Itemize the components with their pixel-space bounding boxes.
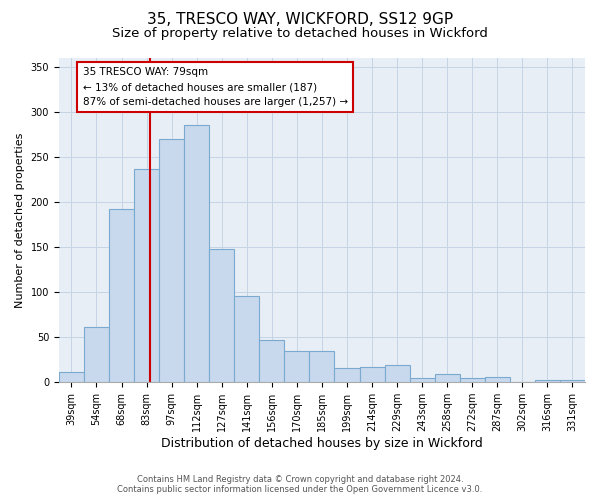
Bar: [560, 380, 585, 382]
Bar: [84, 327, 109, 382]
Bar: [234, 296, 259, 382]
Bar: [485, 377, 510, 382]
Text: Contains HM Land Registry data © Crown copyright and database right 2024.
Contai: Contains HM Land Registry data © Crown c…: [118, 474, 482, 494]
Bar: [284, 350, 310, 382]
Bar: [434, 374, 460, 382]
X-axis label: Distribution of detached houses by size in Wickford: Distribution of detached houses by size …: [161, 437, 483, 450]
Bar: [310, 350, 334, 382]
Text: Size of property relative to detached houses in Wickford: Size of property relative to detached ho…: [112, 28, 488, 40]
Bar: [109, 209, 134, 382]
Bar: [535, 380, 560, 382]
Bar: [259, 340, 284, 382]
Bar: [460, 378, 485, 382]
Bar: [159, 138, 184, 382]
Bar: [134, 170, 159, 382]
Text: 35 TRESCO WAY: 79sqm
← 13% of detached houses are smaller (187)
87% of semi-deta: 35 TRESCO WAY: 79sqm ← 13% of detached h…: [83, 68, 348, 107]
Bar: [359, 367, 385, 382]
Bar: [385, 365, 410, 382]
Bar: [334, 368, 359, 382]
Y-axis label: Number of detached properties: Number of detached properties: [15, 132, 25, 308]
Bar: [410, 378, 434, 382]
Bar: [184, 125, 209, 382]
Bar: [209, 248, 234, 382]
Text: 35, TRESCO WAY, WICKFORD, SS12 9GP: 35, TRESCO WAY, WICKFORD, SS12 9GP: [147, 12, 453, 28]
Bar: [59, 372, 84, 382]
